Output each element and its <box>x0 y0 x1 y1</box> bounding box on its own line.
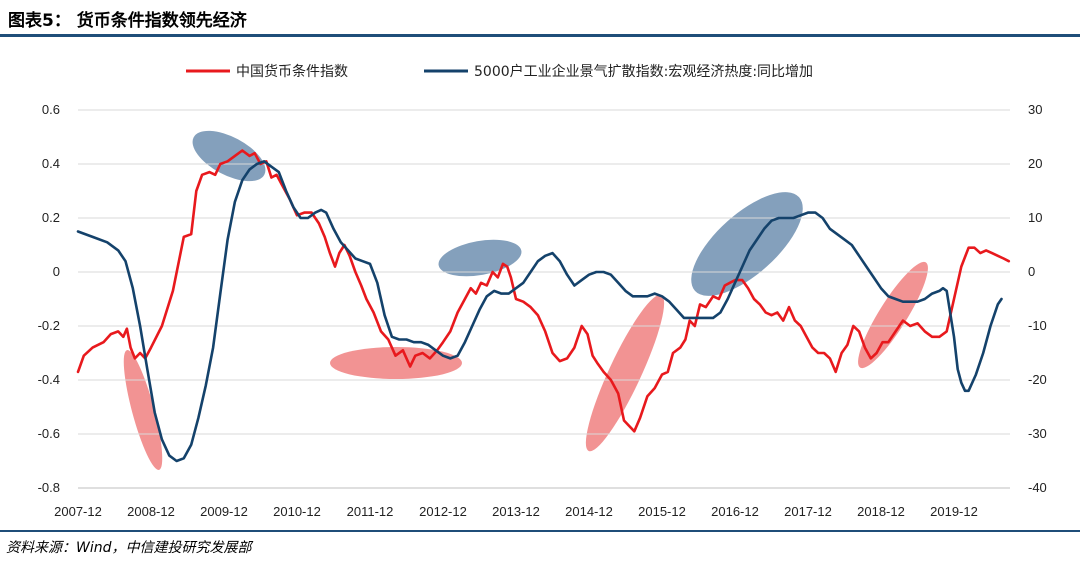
x-tick-label: 2007-12 <box>54 504 102 519</box>
y-right-tick-label: -10 <box>1028 318 1047 333</box>
highlight-ellipses <box>123 130 928 470</box>
x-tick-label: 2008-12 <box>127 504 175 519</box>
x-tick-label: 2013-12 <box>492 504 540 519</box>
series-layer <box>76 149 1011 463</box>
legend-label: 中国货币条件指数 <box>236 63 348 80</box>
title-bar: 图表5： 货币条件指数领先经济 <box>0 0 1080 37</box>
y-left-tick-label: 0 <box>53 264 60 279</box>
y-right-tick-label: -40 <box>1028 480 1047 495</box>
legend: 中国货币条件指数 5000户工业企业景气扩散指数:宏观经济热度:同比增加 <box>186 63 813 80</box>
x-tick-label: 2018-12 <box>857 504 905 519</box>
x-tick-label: 2010-12 <box>273 504 321 519</box>
y-left-tick-label: -0.8 <box>38 480 60 495</box>
highlight-ellipse-red <box>123 350 163 470</box>
series-line-monetary-condition-index <box>76 149 1011 433</box>
x-tick-label: 2019-12 <box>930 504 978 519</box>
y-left-tick-label: -0.4 <box>38 372 60 387</box>
x-tick-label: 2015-12 <box>638 504 686 519</box>
highlight-ellipse-blue <box>691 192 803 296</box>
highlight-ellipse-red <box>858 261 928 369</box>
y-left-tick-label: -0.6 <box>38 426 60 441</box>
highlight-ellipse-red <box>585 294 665 452</box>
x-tick-label: 2012-12 <box>419 504 467 519</box>
highlight-ellipse-red <box>330 347 462 379</box>
y-right-tick-label: 0 <box>1028 264 1035 279</box>
axes: 0.6 30 0.4 20 0.2 10 0 0 -0.2 -10 -0.4 -20 -0.6 -30 -0… <box>38 102 1047 519</box>
y-left-tick-label: -0.2 <box>38 318 60 333</box>
x-tick-label: 2016-12 <box>711 504 759 519</box>
x-tick-label: 2017-12 <box>784 504 832 519</box>
x-tick-label: 2009-12 <box>200 504 248 519</box>
y-right-tick-label: -30 <box>1028 426 1047 441</box>
legend-label: 5000户工业企业景气扩散指数:宏观经济热度:同比增加 <box>474 63 813 80</box>
y-right-tick-label: 10 <box>1028 210 1042 225</box>
y-left-tick-label: 0.4 <box>42 156 60 171</box>
dual-axis-line-chart: 0.6 30 0.4 20 0.2 10 0 0 -0.2 -10 -0.4 -20 -0.6 -30 -0… <box>38 63 1047 519</box>
y-right-tick-label: 30 <box>1028 102 1042 117</box>
y-right-tick-label: 20 <box>1028 156 1042 171</box>
y-left-tick-label: 0.2 <box>42 210 60 225</box>
footer-rule <box>0 530 1080 532</box>
x-tick-label: 2014-12 <box>565 504 613 519</box>
series-line-industrial-diffusion-index <box>76 160 1003 463</box>
highlight-ellipse-blue <box>192 130 266 182</box>
title-underline <box>0 34 1080 37</box>
y-right-tick-label: -20 <box>1028 372 1047 387</box>
chart-title: 图表5： 货币条件指数领先经济 <box>8 11 247 31</box>
source-note: 资料来源：Wind，中信建投研究发展部 <box>6 540 252 556</box>
y-left-tick-label: 0.6 <box>42 102 60 117</box>
x-tick-label: 2011-12 <box>347 504 394 519</box>
